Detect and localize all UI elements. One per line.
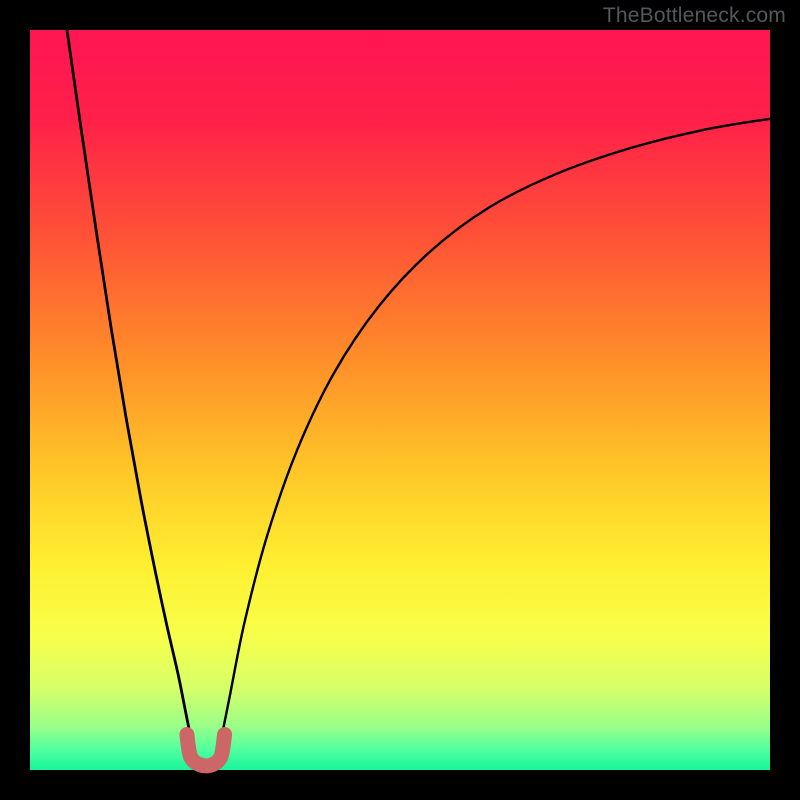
stage: TheBottleneck.com: [0, 0, 800, 800]
watermark-text: TheBottleneck.com: [603, 4, 786, 28]
bottleneck-chart: [0, 0, 800, 800]
